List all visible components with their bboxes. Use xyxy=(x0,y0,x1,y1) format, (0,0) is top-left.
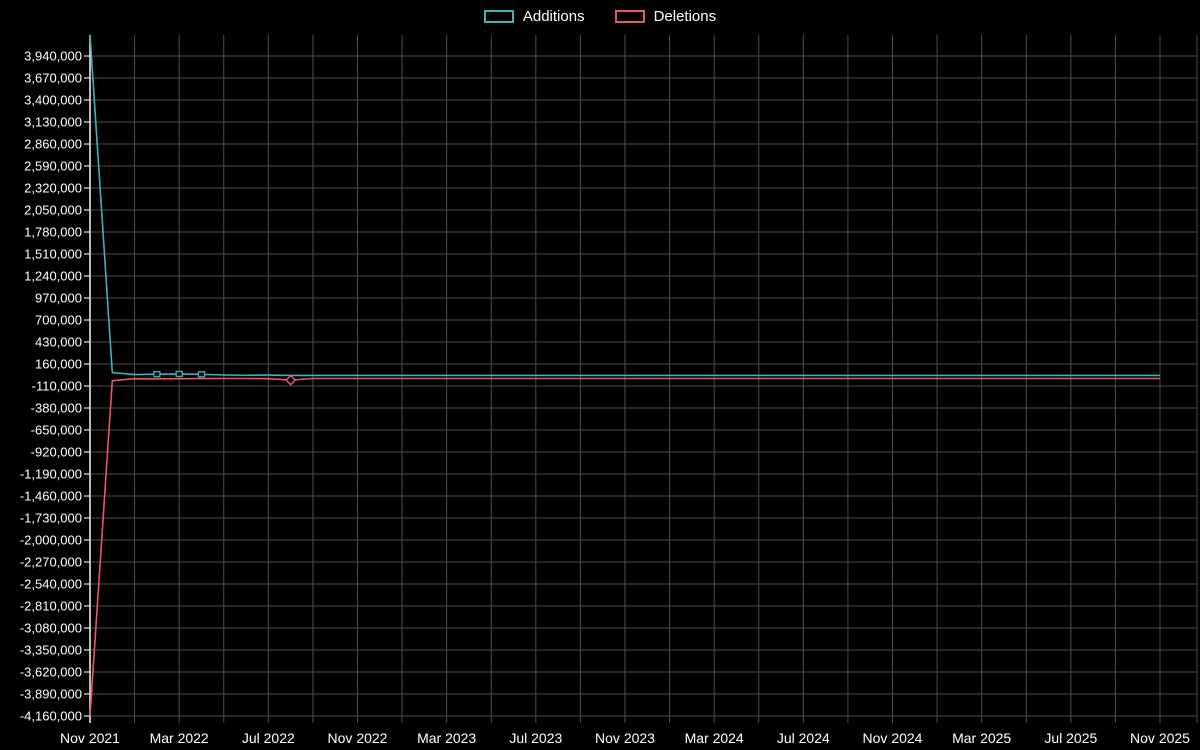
y-tick-label: -380,000 xyxy=(31,401,82,416)
y-tick-label: -110,000 xyxy=(32,379,82,394)
y-tick-label: 1,240,000 xyxy=(24,269,82,284)
x-tick-label: Jul 2023 xyxy=(509,730,562,746)
legend-item-deletions[interactable]: Deletions xyxy=(614,8,717,25)
x-tick-label: Mar 2024 xyxy=(685,730,744,746)
y-tick-label: -1,730,000 xyxy=(20,511,82,526)
deletions-swatch-icon xyxy=(614,10,645,23)
y-tick-label: 3,400,000 xyxy=(24,93,82,108)
x-tick-label: Nov 2023 xyxy=(595,730,655,746)
additions-square-marker xyxy=(175,370,183,378)
x-tick-label: Nov 2021 xyxy=(60,730,120,746)
y-tick-label: 1,780,000 xyxy=(24,225,82,240)
legend-label-additions: Additions xyxy=(522,8,585,25)
y-tick-label: -2,270,000 xyxy=(20,555,82,570)
x-tick-label: Jul 2022 xyxy=(242,730,295,746)
y-tick-label: -2,000,000 xyxy=(20,533,82,548)
legend-item-additions[interactable]: Additions xyxy=(483,8,585,25)
y-tick-label: -650,000 xyxy=(31,423,82,438)
additions-square-marker xyxy=(153,371,161,378)
y-tick-label: 1,510,000 xyxy=(24,247,82,262)
y-tick-label: 700,000 xyxy=(35,313,82,328)
y-tick-label: -1,460,000 xyxy=(20,489,82,504)
y-tick-label: -4,160,000 xyxy=(20,709,82,724)
y-tick-label: 160,000 xyxy=(35,357,82,372)
x-tick-label: Mar 2025 xyxy=(952,730,1011,746)
series-line-deletions xyxy=(89,377,1160,717)
additions-swatch-icon xyxy=(483,10,514,23)
y-tick-label: 3,940,000 xyxy=(24,49,82,64)
y-tick-label: -2,810,000 xyxy=(20,599,82,614)
deletions-diamond-marker xyxy=(285,374,297,386)
y-tick-label: -3,350,000 xyxy=(20,643,82,658)
y-tick-label: 970,000 xyxy=(35,291,82,306)
y-tick-label: 2,860,000 xyxy=(24,137,82,152)
y-tick-label: 2,590,000 xyxy=(24,159,82,174)
legend-label-deletions: Deletions xyxy=(653,8,717,25)
y-tick-label: 430,000 xyxy=(35,335,82,350)
x-tick-label: Jul 2024 xyxy=(777,730,830,746)
y-tick-label: -920,000 xyxy=(31,445,82,460)
series-line-additions xyxy=(89,34,1160,377)
chart-legend: Additions Deletions xyxy=(0,8,1200,25)
y-tick-label: 3,130,000 xyxy=(24,115,82,130)
y-tick-label: -3,620,000 xyxy=(20,665,82,680)
y-tick-label: 2,050,000 xyxy=(24,203,82,218)
x-tick-label: Mar 2022 xyxy=(150,730,209,746)
x-tick-label: Nov 2024 xyxy=(863,730,923,746)
y-tick-label: -3,890,000 xyxy=(20,687,82,702)
additions-square-marker xyxy=(197,371,206,378)
y-tick-label: -1,190,000 xyxy=(20,467,82,482)
y-tick-label: 2,320,000 xyxy=(24,181,82,196)
x-tick-label: Mar 2023 xyxy=(417,730,476,746)
x-tick-label: Jul 2025 xyxy=(1044,730,1097,746)
x-tick-label: Nov 2025 xyxy=(1130,730,1190,746)
y-tick-label: -3,080,000 xyxy=(20,621,82,636)
x-tick-label: Nov 2022 xyxy=(328,730,388,746)
y-tick-label: 3,670,000 xyxy=(24,71,82,86)
y-tick-label: -2,540,000 xyxy=(20,577,82,592)
